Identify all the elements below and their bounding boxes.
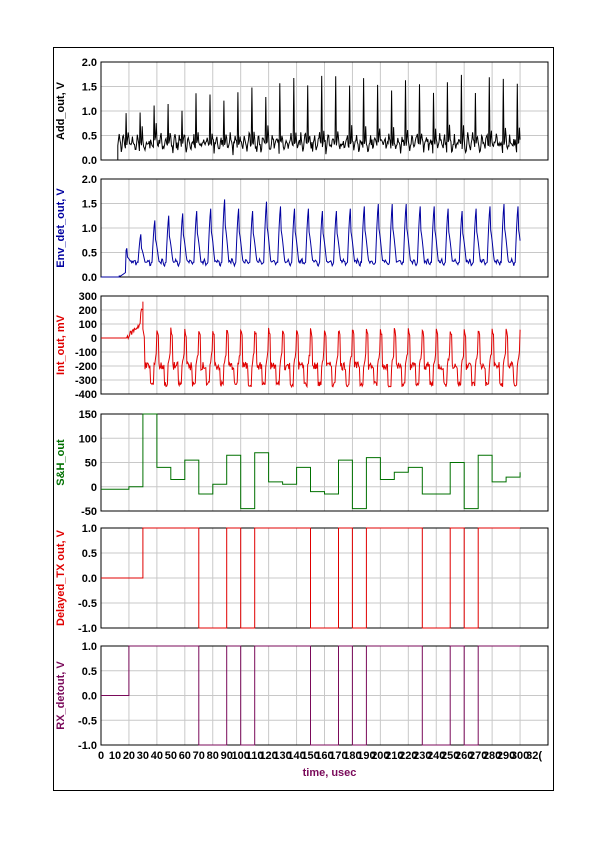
y-tick-label: 1.0 bbox=[82, 223, 97, 235]
y-tick-label: -1.0 bbox=[78, 623, 97, 635]
y-tick-label: 200 bbox=[79, 305, 97, 317]
x-tick-label: 200 bbox=[371, 750, 389, 762]
y-axis-label-delayed_tx: Delayed_TX out, V bbox=[55, 529, 67, 626]
y-tick-label: 0 bbox=[91, 333, 97, 345]
x-tick-label: 50 bbox=[165, 750, 177, 762]
plot-area bbox=[100, 178, 549, 278]
x-tick-label: 60 bbox=[179, 750, 191, 762]
x-tick-label: 32( bbox=[526, 750, 542, 762]
y-axis-label-int_out: Int_out, mV bbox=[55, 314, 67, 375]
x-tick-label: 230 bbox=[413, 750, 431, 762]
y-tick-label: -200 bbox=[75, 361, 97, 373]
y-tick-label: 0.5 bbox=[82, 248, 97, 260]
x-tick-label: 160 bbox=[315, 750, 333, 762]
x-tick-label: 290 bbox=[497, 750, 515, 762]
y-tick-label: -1.0 bbox=[78, 740, 97, 752]
y-tick-label: -0.5 bbox=[78, 715, 97, 727]
x-tick-label: 80 bbox=[207, 750, 219, 762]
y-tick-label: -400 bbox=[75, 389, 97, 401]
y-tick-label: 0.5 bbox=[82, 131, 97, 143]
y-axis-label-add_out: Add_out, V bbox=[55, 81, 67, 140]
x-tick-label: 190 bbox=[357, 750, 375, 762]
y-tick-label: 100 bbox=[79, 319, 97, 331]
x-tick-label: 280 bbox=[483, 750, 501, 762]
x-tick-label: 120 bbox=[259, 750, 277, 762]
x-tick-label: 70 bbox=[193, 750, 205, 762]
x-tick-label: 140 bbox=[287, 750, 305, 762]
x-tick-label: 220 bbox=[399, 750, 417, 762]
y-tick-label: 0.5 bbox=[82, 548, 97, 560]
x-tick-label: 10 bbox=[109, 750, 121, 762]
y-tick-label: 0.0 bbox=[82, 573, 97, 585]
y-tick-label: 1.0 bbox=[82, 106, 97, 118]
y-tick-label: 1.5 bbox=[82, 199, 97, 211]
y-tick-label: 150 bbox=[79, 409, 97, 421]
x-tick-label: 130 bbox=[273, 750, 291, 762]
y-axis-label-sh_out: S&H_out bbox=[55, 439, 67, 486]
y-tick-label: -300 bbox=[75, 375, 97, 387]
series-line-add_out bbox=[101, 74, 521, 161]
series-line-env_det_out bbox=[101, 199, 521, 278]
x-axis-label: time, usec bbox=[303, 767, 357, 779]
y-tick-label: 2.0 bbox=[82, 57, 97, 69]
y-tick-label: 1.0 bbox=[82, 641, 97, 653]
y-tick-label: -0.5 bbox=[78, 598, 97, 610]
x-tick-label: 180 bbox=[343, 750, 361, 762]
y-tick-label: 0 bbox=[91, 482, 97, 494]
y-tick-label: -100 bbox=[75, 347, 97, 359]
x-tick-label: 40 bbox=[151, 750, 163, 762]
y-tick-label: 0.5 bbox=[82, 666, 97, 678]
y-tick-label: 50 bbox=[85, 458, 97, 470]
x-tick-label: 170 bbox=[329, 750, 347, 762]
x-tick-label: 100 bbox=[232, 750, 250, 762]
x-tick-label: 0 bbox=[98, 750, 104, 762]
x-tick-label: 260 bbox=[455, 750, 473, 762]
x-tick-label: 90 bbox=[221, 750, 233, 762]
series-line-rx_detout bbox=[101, 645, 521, 746]
chart-frame bbox=[53, 47, 554, 791]
series-line-sh_out bbox=[101, 413, 521, 510]
x-tick-label: 250 bbox=[441, 750, 459, 762]
y-tick-label: 1.5 bbox=[82, 82, 97, 94]
y-tick-label: 2.0 bbox=[82, 174, 97, 186]
x-tick-label: 30 bbox=[137, 750, 149, 762]
series-line-delayed_tx bbox=[101, 527, 521, 629]
y-tick-label: 0.0 bbox=[82, 155, 97, 167]
y-tick-label: -50 bbox=[81, 506, 97, 518]
y-tick-label: 0.0 bbox=[82, 691, 97, 703]
x-tick-label: 20 bbox=[123, 750, 135, 762]
y-axis-label-env_det_out: Env_det_out, V bbox=[55, 188, 67, 268]
x-tick-label: 300 bbox=[511, 750, 529, 762]
plot-area bbox=[100, 413, 549, 512]
x-tick-label: 270 bbox=[469, 750, 487, 762]
x-tick-label: 150 bbox=[301, 750, 319, 762]
y-axis-label-rx_detout: RX_detout, V bbox=[55, 661, 67, 730]
plot-area bbox=[100, 61, 549, 161]
y-tick-label: 300 bbox=[79, 291, 97, 303]
series-line-int_out bbox=[101, 301, 521, 389]
x-tick-label: 210 bbox=[385, 750, 403, 762]
y-tick-label: 1.0 bbox=[82, 523, 97, 535]
y-tick-label: 0.0 bbox=[82, 272, 97, 284]
y-tick-label: 100 bbox=[79, 433, 97, 445]
plot-area bbox=[100, 295, 549, 395]
x-tick-label: 110 bbox=[246, 750, 264, 762]
x-tick-label: 240 bbox=[427, 750, 445, 762]
